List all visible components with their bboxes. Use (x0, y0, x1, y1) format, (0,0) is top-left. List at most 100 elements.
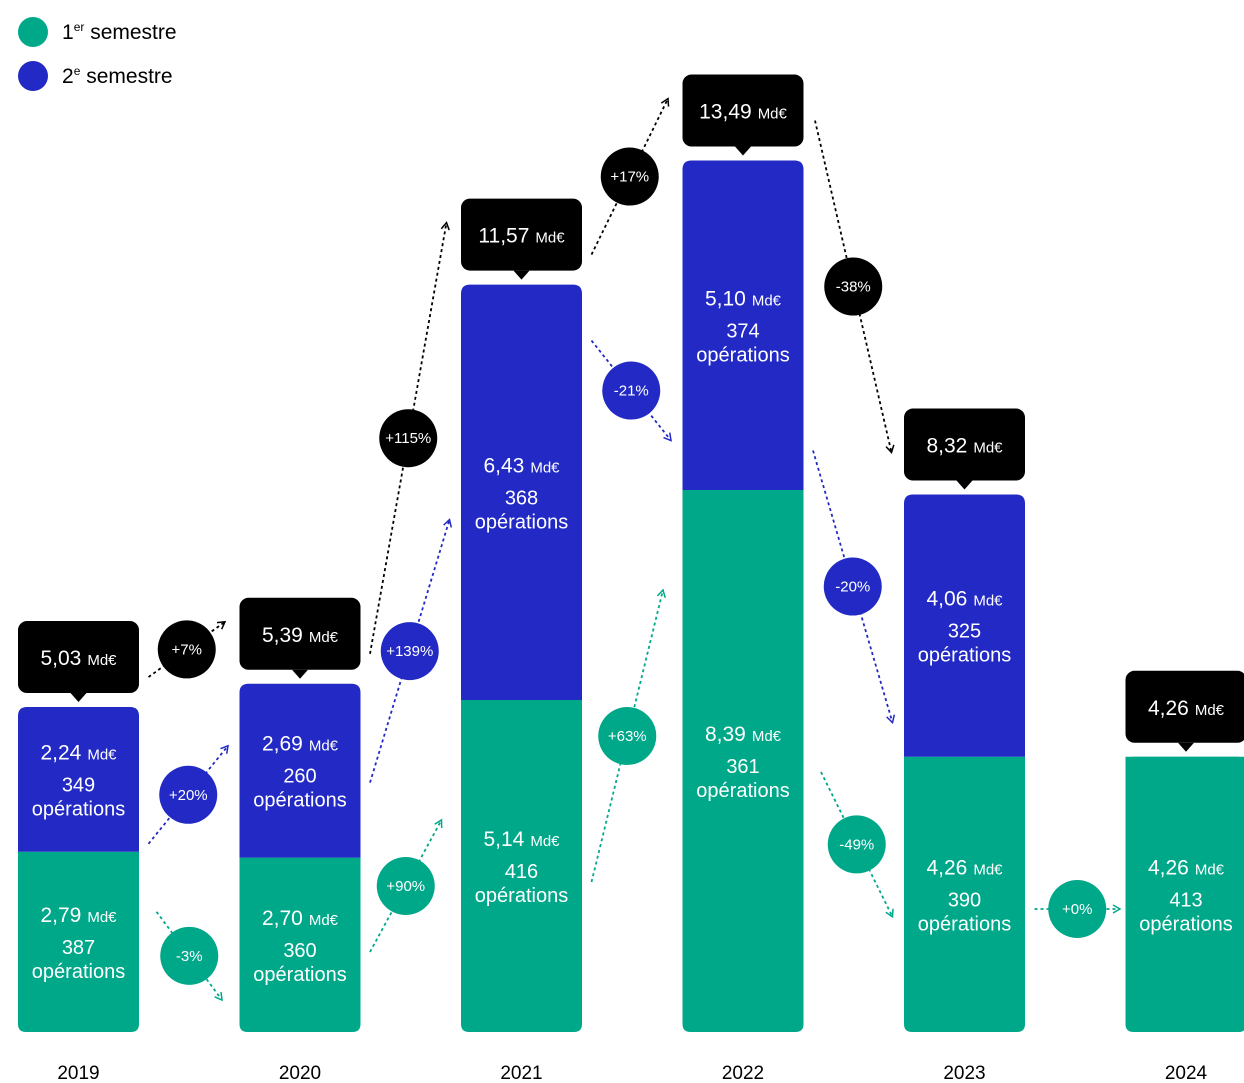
value-label-s1-2021: 5,14 Md€ (483, 828, 560, 851)
change-total-0-label: +7% (172, 641, 202, 658)
ops-suffix-s2-2023: opérations (918, 645, 1011, 667)
change-s2-3-circle (823, 557, 882, 616)
ops-count-s1-2019: 387 (62, 937, 95, 959)
legend-label-s2: 2e semestre (62, 63, 173, 88)
bar-s2-2021 (461, 284, 582, 700)
total-callout-2020 (239, 597, 361, 670)
bar-s1-2019 (18, 851, 139, 1032)
change-s1-1-arrow (369, 818, 443, 953)
value-label-s1-2022: 8,39 Md€ (705, 723, 782, 746)
legend: 1er semestre 2e semestre (18, 10, 177, 98)
ops-count-s1-2024: 413 (1169, 889, 1202, 911)
ops-suffix-s2-2019: opérations (32, 798, 125, 820)
bar-s1-2023 (904, 756, 1025, 1032)
x-tick-label-2020: 2020 (279, 1063, 321, 1083)
x-tick-label-2019: 2019 (57, 1063, 99, 1083)
legend-swatch-s1 (18, 17, 48, 47)
change-total-3-circle (824, 257, 883, 316)
bar-s1-2021 (461, 699, 582, 1032)
ops-suffix-s1-2024: opérations (1139, 913, 1232, 935)
change-total-2-label: +17% (610, 169, 649, 186)
value-label-s1-2024: 4,26 Md€ (1148, 856, 1225, 879)
ops-count-s2-2020: 260 (283, 766, 316, 788)
change-s2-1-circle (380, 622, 439, 681)
change-s2-3-arrow (812, 450, 896, 724)
value-label-s2-2021: 6,43 Md€ (483, 454, 560, 477)
bar-s1-2020 (239, 857, 361, 1032)
x-tick-label-2021: 2021 (500, 1063, 542, 1083)
ops-count-s2-2019: 349 (62, 774, 95, 796)
legend-item-s2: 2e semestre (18, 54, 177, 98)
bar-s1-2024 (1125, 756, 1244, 1032)
bar-s2-2022 (682, 160, 804, 491)
bar-s2-2023 (904, 494, 1025, 757)
change-s1-4-circle (1048, 880, 1107, 938)
change-s1-3-label: -49% (839, 836, 874, 853)
value-label-s2-2023: 4,06 Md€ (926, 588, 1003, 611)
value-label-s1-2019: 2,79 Md€ (40, 904, 117, 927)
bar-s1-2022 (682, 490, 804, 1033)
total-callout-2022 (682, 74, 804, 147)
value-label-s2-2019: 2,24 Md€ (40, 741, 117, 764)
legend-label-s1: 1er semestre (62, 19, 177, 44)
total-callout-pointer-2019 (70, 693, 87, 703)
ops-suffix-s2-2021: opérations (475, 511, 568, 533)
total-label-2021: 11,57 Md€ (478, 225, 565, 248)
change-total-0-circle (157, 620, 216, 679)
ops-suffix-s1-2019: opérations (32, 961, 125, 983)
x-tick-label-2024: 2024 (1165, 1063, 1208, 1083)
x-tick-label-2023: 2023 (943, 1063, 985, 1083)
ops-count-s1-2023: 390 (948, 889, 981, 911)
change-s1-4-label: +0% (1062, 901, 1092, 918)
change-s1-1-circle (376, 856, 435, 915)
total-callout-2024 (1125, 670, 1244, 743)
ops-count-s1-2021: 416 (505, 861, 538, 883)
change-total-1-label: +115% (385, 430, 431, 447)
value-label-s1-2020: 2,70 Md€ (262, 907, 339, 930)
change-s1-1-label: +90% (386, 878, 425, 895)
total-callout-pointer-2022 (735, 146, 751, 156)
change-s2-0-circle (159, 765, 218, 824)
ops-count-s1-2020: 360 (283, 940, 316, 962)
change-total-3-label: -38% (836, 279, 871, 296)
change-s2-2-circle (602, 361, 661, 420)
change-s1-3-circle (827, 815, 886, 874)
total-label-2020: 5,39 Md€ (262, 624, 339, 647)
value-label-s2-2022: 5,10 Md€ (705, 287, 782, 310)
ops-suffix-s1-2023: opérations (918, 913, 1011, 935)
change-s1-2-label: +63% (608, 728, 647, 745)
total-callout-pointer-2024 (1178, 742, 1194, 752)
legend-swatch-s2 (18, 61, 48, 91)
total-label-2022: 13,49 Md€ (699, 101, 787, 124)
total-label-2024: 4,26 Md€ (1148, 697, 1225, 720)
change-s2-2-label: -21% (614, 383, 649, 400)
total-callout-2019 (18, 621, 139, 694)
ops-suffix-s1-2021: opérations (475, 885, 568, 907)
total-callout-pointer-2021 (513, 270, 530, 280)
ops-count-s2-2023: 325 (948, 621, 981, 643)
total-callout-2023 (904, 408, 1025, 481)
ops-suffix-s2-2022: opérations (696, 344, 789, 366)
change-s2-1-arrow (369, 518, 453, 783)
total-callout-pointer-2020 (292, 669, 308, 679)
change-s1-2-circle (598, 707, 657, 766)
legend-item-s1: 1er semestre (18, 10, 177, 54)
total-label-2019: 5,03 Md€ (40, 647, 117, 670)
change-s2-0-label: +20% (169, 787, 208, 804)
ops-count-s2-2022: 374 (726, 320, 759, 342)
change-s2-3-label: -20% (835, 579, 870, 596)
bar-s2-2020 (239, 683, 361, 858)
change-s1-0-label: -3% (176, 948, 203, 965)
change-total-1-circle (379, 409, 438, 468)
change-total-0-arrow (147, 620, 227, 678)
total-label-2023: 8,32 Md€ (926, 435, 1003, 458)
change-s1-0-circle (160, 926, 219, 985)
ops-count-s2-2021: 368 (505, 487, 538, 509)
value-label-s1-2023: 4,26 Md€ (926, 856, 1003, 879)
ops-suffix-s1-2022: opérations (696, 780, 789, 802)
x-tick-label-2022: 2022 (722, 1063, 764, 1083)
change-s2-1-label: +139% (386, 643, 433, 660)
change-total-2-circle (600, 147, 659, 206)
value-label-s2-2020: 2,69 Md€ (262, 733, 339, 756)
